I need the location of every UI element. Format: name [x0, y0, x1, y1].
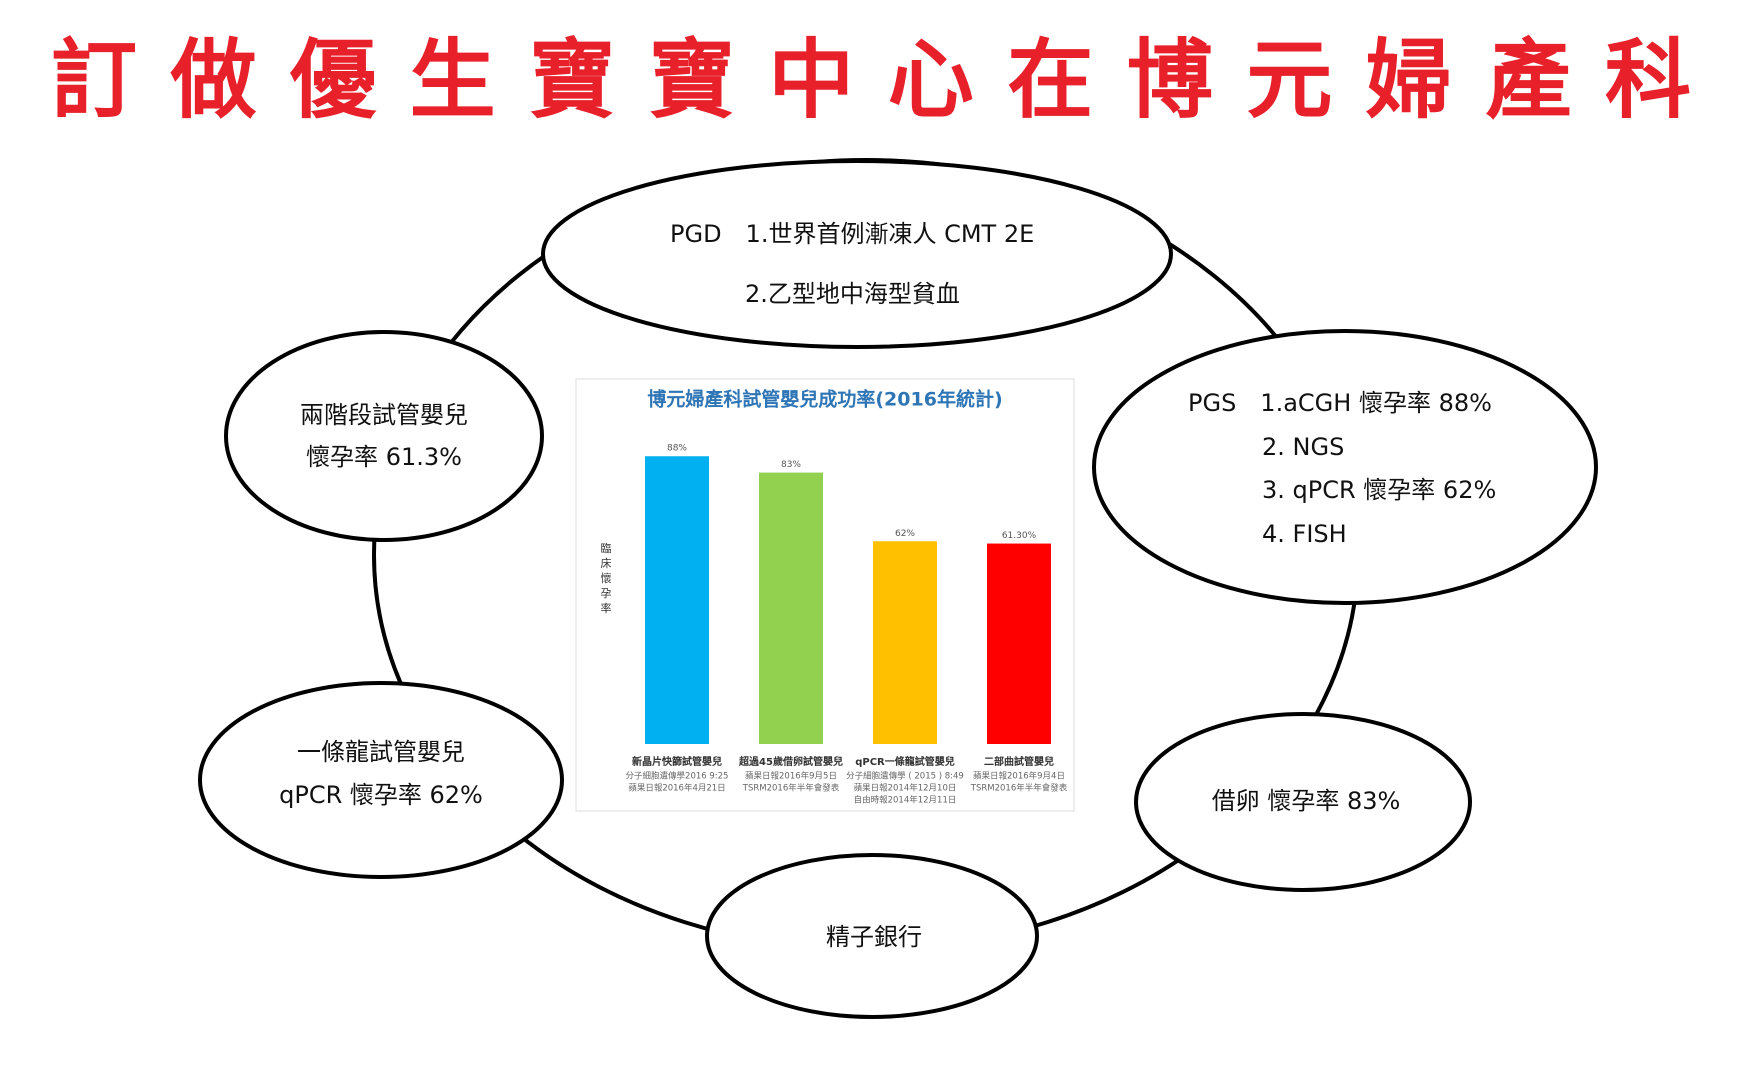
- node-ellipse: [198, 681, 564, 879]
- node-text: 精子銀行: [826, 923, 922, 951]
- node-text: 一條龍試管嬰兒: [297, 738, 465, 766]
- node-ellipse: [1134, 712, 1472, 892]
- category-note: 自由時報2014年12月11日: [854, 795, 957, 806]
- bar: [873, 541, 937, 744]
- y-axis-label: 臨床懷孕率: [599, 542, 612, 617]
- node-text: 懷孕率 61.3%: [306, 443, 462, 471]
- node-text: qPCR 懷孕率 62%: [279, 781, 483, 809]
- x-tick-label: 新晶片快篩試管嬰兒: [632, 755, 722, 768]
- node-text: 2. NGS: [1262, 433, 1344, 461]
- chart: 博元婦產科試管嬰兒成功率(2016年統計) 臨床懷孕率88%新晶片快篩試管嬰兒分…: [575, 378, 1075, 812]
- category-note: TSRM2016年半年會發表: [742, 783, 840, 794]
- bar: [987, 543, 1051, 744]
- value-label: 61.30%: [1002, 531, 1037, 541]
- node-text: 4. FISH: [1262, 520, 1347, 548]
- category-note: 分子細胞遺傳學2016 9:25: [626, 771, 729, 782]
- category-note: 分子細胞遺傳學 ( 2015 ) 8:49: [846, 771, 964, 782]
- node-ellipse: [541, 159, 1173, 349]
- chart-title: 博元婦產科試管嬰兒成功率(2016年統計): [647, 388, 1002, 411]
- category-note: 蘋果日報2014年12月10日: [854, 783, 957, 794]
- bar: [759, 472, 823, 744]
- node-text: PGS 1.aCGH 懷孕率 88%: [1188, 389, 1492, 417]
- value-label: 83%: [781, 460, 801, 470]
- category-note: 蘋果日報2016年9月5日: [745, 771, 837, 782]
- category-note: 蘋果日報2016年4月21日: [628, 783, 725, 794]
- node-text: 借卵 懷孕率 83%: [1212, 787, 1401, 815]
- category-note: 蘋果日報2016年9月4日: [973, 771, 1065, 782]
- node-ellipse: [224, 330, 544, 542]
- node-text: 兩階段試管嬰兒: [300, 401, 468, 429]
- node-ellipse: [1092, 329, 1598, 605]
- page-title: 訂做優生寶寶中心在博元婦產科: [51, 30, 1691, 130]
- x-tick-label: 超過45歲借卵試管嬰兒: [738, 755, 843, 768]
- x-tick-label: 二部曲試管嬰兒: [984, 755, 1054, 768]
- node-ellipse: [705, 853, 1039, 1019]
- category-note: TSRM2016年半年會發表: [970, 783, 1068, 794]
- node-text: 2.乙型地中海型貧血: [745, 280, 960, 308]
- x-tick-label: qPCR一條龍試管嬰兒: [855, 755, 955, 768]
- node-text: PGD 1.世界首例漸凍人 CMT 2E: [670, 220, 1034, 248]
- value-label: 88%: [667, 444, 687, 454]
- value-label: 62%: [895, 529, 915, 539]
- node-text: 3. qPCR 懷孕率 62%: [1262, 476, 1496, 504]
- bar: [645, 456, 709, 744]
